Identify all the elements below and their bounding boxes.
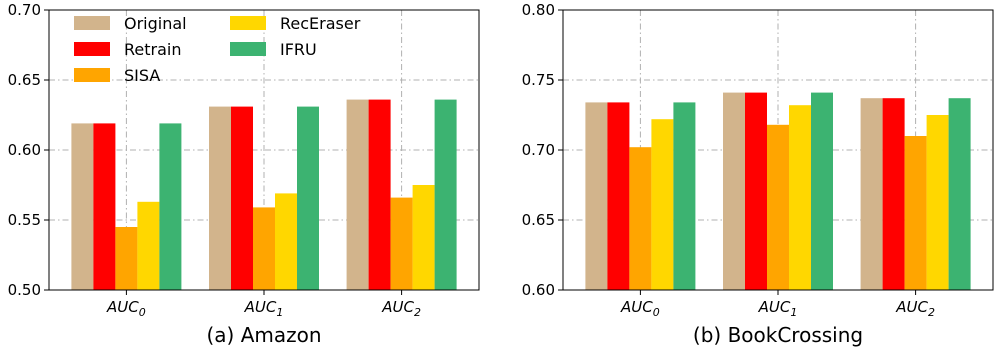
bar-receraser-1 <box>789 105 811 290</box>
x-tick-label: AUC1 <box>244 298 284 319</box>
y-tick-label: 0.80 <box>522 1 555 19</box>
bar-receraser-0 <box>137 201 160 290</box>
bar-original-1 <box>723 92 745 290</box>
bar-receraser-2 <box>926 115 949 290</box>
y-tick-label: 0.60 <box>522 281 555 299</box>
legend: Original Retrain SISA RecEraser IFRU <box>74 14 361 85</box>
bar-retrain-1 <box>231 106 253 290</box>
panel-amazon: 0.50 0.55 0.60 0.65 0.70 AUC0 AUC1 AUC2 (a) Amaz… <box>8 1 480 347</box>
bar-receraser-1 <box>275 193 297 290</box>
bar-original-1 <box>209 106 231 290</box>
legend-swatch-original <box>74 16 110 30</box>
bar-ifru-1 <box>297 106 319 290</box>
bar-retrain-1 <box>745 92 767 290</box>
y-tick-label: 0.55 <box>8 211 41 229</box>
bar-sisa-0 <box>115 227 138 290</box>
x-tick-label: AUC2 <box>381 298 421 319</box>
bar-sisa-2 <box>904 136 927 290</box>
bar-original-2 <box>860 98 883 290</box>
panel-caption: (a) Amazon <box>206 323 321 347</box>
bar-sisa-1 <box>253 207 275 290</box>
y-tick-label: 0.50 <box>8 281 41 299</box>
bar-receraser-2 <box>412 185 435 290</box>
bar-sisa-2 <box>390 197 413 290</box>
panel-caption: (b) BookCrossing <box>693 323 863 347</box>
bar-retrain-0 <box>607 102 630 291</box>
bar-retrain-2 <box>368 99 391 290</box>
legend-swatch-ifru <box>230 42 266 56</box>
bar-ifru-0 <box>159 123 182 291</box>
x-tick-label: AUC2 <box>895 298 935 319</box>
x-tick-label: AUC0 <box>620 298 660 319</box>
bar-sisa-0 <box>629 147 652 290</box>
legend-swatch-sisa <box>74 68 110 82</box>
legend-swatch-receraser <box>230 16 266 30</box>
y-tick-label: 0.65 <box>522 211 555 229</box>
y-tick-label: 0.60 <box>8 141 41 159</box>
x-tick-label: AUC1 <box>758 298 798 319</box>
bar-sisa-1 <box>767 124 789 290</box>
legend-swatch-retrain <box>74 42 110 56</box>
x-tick-label: AUC0 <box>106 298 146 319</box>
y-tick-label: 0.70 <box>8 1 41 19</box>
legend-label-retrain: Retrain <box>124 40 181 59</box>
y-tick-label: 0.75 <box>522 71 555 89</box>
bar-ifru-1 <box>811 92 833 290</box>
bar-receraser-0 <box>651 119 674 290</box>
bar-retrain-0 <box>93 123 116 291</box>
bar-ifru-2 <box>434 99 457 290</box>
legend-label-original: Original <box>124 14 187 33</box>
bar-original-2 <box>346 99 369 290</box>
bar-original-0 <box>585 102 608 291</box>
panel-bookcrossing: 0.60 0.65 0.70 0.75 0.80 AUC0 AUC1 AUC2 (b) Book… <box>522 1 994 347</box>
legend-label-sisa: SISA <box>124 66 160 85</box>
bar-retrain-2 <box>882 98 905 290</box>
y-tick-label: 0.70 <box>522 141 555 159</box>
bar-original-0 <box>71 123 94 291</box>
legend-label-ifru: IFRU <box>280 40 317 59</box>
legend-label-receraser: RecEraser <box>280 14 361 33</box>
bar-ifru-2 <box>948 98 971 290</box>
bar-ifru-0 <box>673 102 696 291</box>
y-tick-label: 0.65 <box>8 71 41 89</box>
